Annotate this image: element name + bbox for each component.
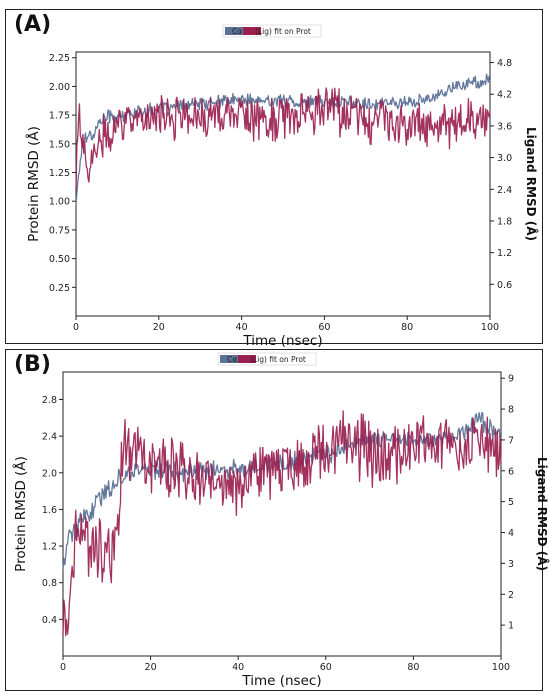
- y-left-tick-label: 2.00: [49, 82, 70, 93]
- panel-label-a: (A): [14, 12, 52, 37]
- y-right-tick-label: 2: [508, 590, 514, 601]
- plot-frame: [75, 51, 491, 317]
- y-left-tick-label: 1.00: [49, 197, 70, 208]
- x-tick-label: 100: [481, 322, 499, 333]
- panel-b: (B) 0 20 40 60 80 100 0.4 0.8 1.2 1.6 2.0 2.4 2.8 1 2 3…: [5, 349, 550, 691]
- x-tick-label: 0: [73, 322, 79, 333]
- legend-label-ligand: (Lig) fit on Prot: [250, 355, 306, 364]
- legend-swatch-protein: [225, 27, 255, 35]
- y-left-tick-label: 0.50: [49, 254, 70, 265]
- y-left-tick-label: 0.8: [42, 578, 57, 589]
- y-right-tick-label: 4: [508, 528, 514, 539]
- x-tick-label: 40: [236, 322, 248, 333]
- y-right-tick-label: 3.0: [497, 153, 512, 164]
- y-left-tick-label: 0.25: [49, 283, 70, 294]
- y-right-tick-label: 1.2: [497, 248, 512, 259]
- y-right-tick-label: 4.2: [497, 90, 512, 101]
- ligand-rmsd-line: [62, 410, 502, 637]
- y-right-tick-label: 0.6: [497, 280, 512, 291]
- y-right-tick-label: 4.8: [497, 58, 512, 69]
- y-left-tick-label: 1.50: [49, 139, 70, 150]
- x-tick-label: 80: [407, 662, 419, 673]
- legend-swatch-protein: [220, 355, 250, 363]
- x-tick-label: 20: [153, 322, 165, 333]
- legend: Cα (Lig) fit on Prot: [222, 24, 322, 38]
- y-right-tick-label: 9: [508, 374, 514, 385]
- y-left-axis-title: Protein RMSD (Å): [25, 126, 42, 242]
- y-right-tick-label: 8: [508, 405, 514, 416]
- ligand-rmsd-line: [75, 87, 491, 191]
- legend-label-ligand: (Lig) fit on Prot: [255, 27, 311, 36]
- panel-a: (A) 0 20 40 60 80 100 0.25 0.50 0.75 1.00 1.25 1.50…: [5, 9, 543, 349]
- y-right-tick-label: 2.4: [497, 185, 512, 196]
- y-right-tick-label: 6: [508, 466, 514, 477]
- y-right-tick-label: 3: [508, 559, 514, 570]
- legend-swatch-ligand: [238, 355, 256, 363]
- y-left-tick-label: 1.75: [49, 111, 70, 122]
- y-left-axis-title: Protein RMSD (Å): [12, 456, 29, 572]
- y-right-tick-label: 7: [508, 435, 514, 446]
- x-tick-label: 0: [60, 662, 66, 673]
- y-left-tick-label: 0.75: [49, 225, 70, 236]
- chart-a: 0 20 40 60 80 100 0.25 0.50 0.75 1.00 1.25 1.50 1.75…: [25, 24, 539, 349]
- y-left-tick-label: 2.0: [42, 468, 57, 479]
- legend-label-protein: Cα: [227, 355, 237, 364]
- panel-label-b: (B): [14, 352, 51, 377]
- x-axis-title: Time (nsec): [241, 673, 321, 689]
- x-axis-title: Time (nsec): [242, 333, 322, 349]
- y-left-tick-label: 1.25: [49, 168, 70, 179]
- y-right-tick-label: 3.6: [497, 121, 512, 132]
- y-right-axis-title: Ligand RMSD (Å): [524, 127, 539, 241]
- y-left-tick-label: 2.4: [42, 432, 57, 443]
- plot-frame: [62, 371, 502, 657]
- y-left-tick-label: 1.6: [42, 505, 57, 516]
- legend-swatch-ligand: [243, 27, 261, 35]
- chart-b: 0 20 40 60 80 100 0.4 0.8 1.2 1.6 2.0 2.4 2.8 1 2 3 4 5 6 7…: [12, 352, 550, 689]
- legend-label-protein: Cα: [232, 27, 242, 36]
- y-right-tick-label: 1.8: [497, 216, 512, 227]
- x-tick-label: 60: [318, 322, 330, 333]
- y-left-tick-label: 2.8: [42, 395, 57, 406]
- legend: Cα (Lig) fit on Prot: [217, 352, 317, 366]
- y-right-tick-label: 1: [508, 621, 514, 632]
- x-tick-label: 100: [492, 662, 510, 673]
- x-tick-label: 80: [401, 322, 413, 333]
- y-left-tick-label: 0.4: [42, 615, 57, 626]
- x-tick-label: 60: [320, 662, 332, 673]
- protein-rmsd-line: [75, 73, 491, 205]
- y-right-tick-label: 5: [508, 497, 514, 508]
- x-tick-label: 40: [232, 662, 244, 673]
- y-left-tick-label: 2.25: [49, 53, 70, 64]
- y-left-tick-label: 1.2: [42, 542, 57, 553]
- y-right-axis-title: Ligand RMSD (Å): [535, 457, 550, 571]
- x-tick-label: 20: [145, 662, 157, 673]
